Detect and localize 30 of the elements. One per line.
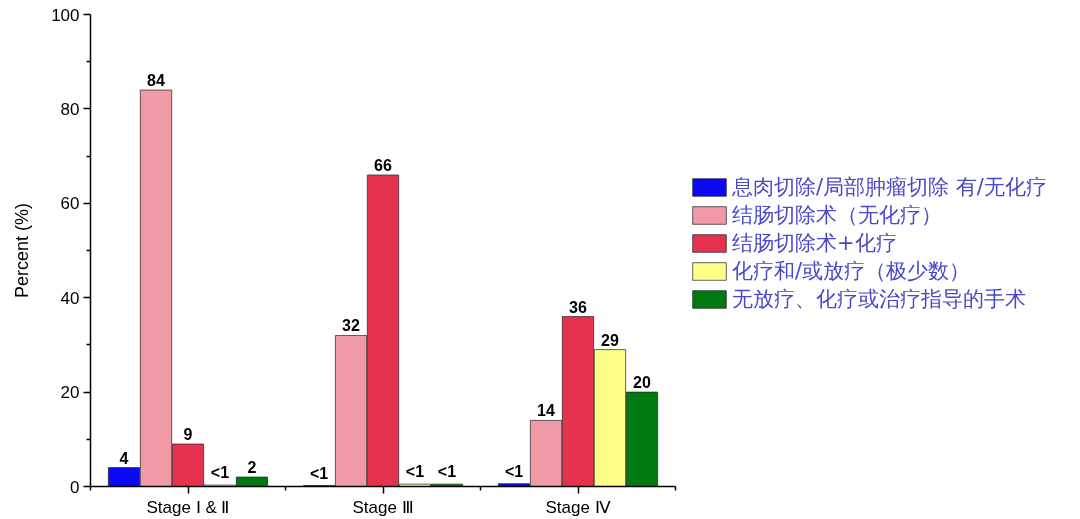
data-label: 14 [537,402,556,420]
data-label: 2 [247,459,257,477]
legend-label: 结肠切除术（无化疗） [732,201,942,229]
legend-label: 化疗和/或放疗（极少数） [732,257,971,285]
y-tick-label: 0 [70,477,80,497]
data-label: 29 [601,331,619,349]
data-label: 84 [147,72,166,90]
data-label: <1 [309,464,329,482]
y-axis-title: Percent (%) [12,202,33,299]
x-tick-label: Stage Ⅲ [352,497,414,517]
y-tick-label: 60 [60,194,80,214]
legend-label: 结肠切除术+化疗 [732,229,897,257]
data-label: <1 [504,462,524,480]
legend-label: 无放疗、化疗或治疗指导的手术 [732,285,1026,313]
x-tick-label: Stage Ⅳ [545,497,611,517]
x-tick-label: Stage Ⅰ & Ⅱ [146,497,230,517]
y-tick-label: 100 [51,5,80,25]
y-tick-label: 80 [60,99,80,119]
data-label: <1 [437,463,457,481]
data-label: 66 [374,156,392,174]
data-label: <1 [405,463,425,481]
data-label: 32 [342,317,361,335]
data-label: 4 [119,449,129,467]
legend-label: 息肉切除/局部肿瘤切除 有/无化疗 [732,173,1047,201]
y-tick-label: 40 [60,288,80,308]
y-tick-label: 20 [60,383,80,403]
data-label: 36 [569,298,587,316]
data-label: 9 [183,426,193,444]
data-label: <1 [210,464,230,482]
data-label: 20 [633,374,651,392]
